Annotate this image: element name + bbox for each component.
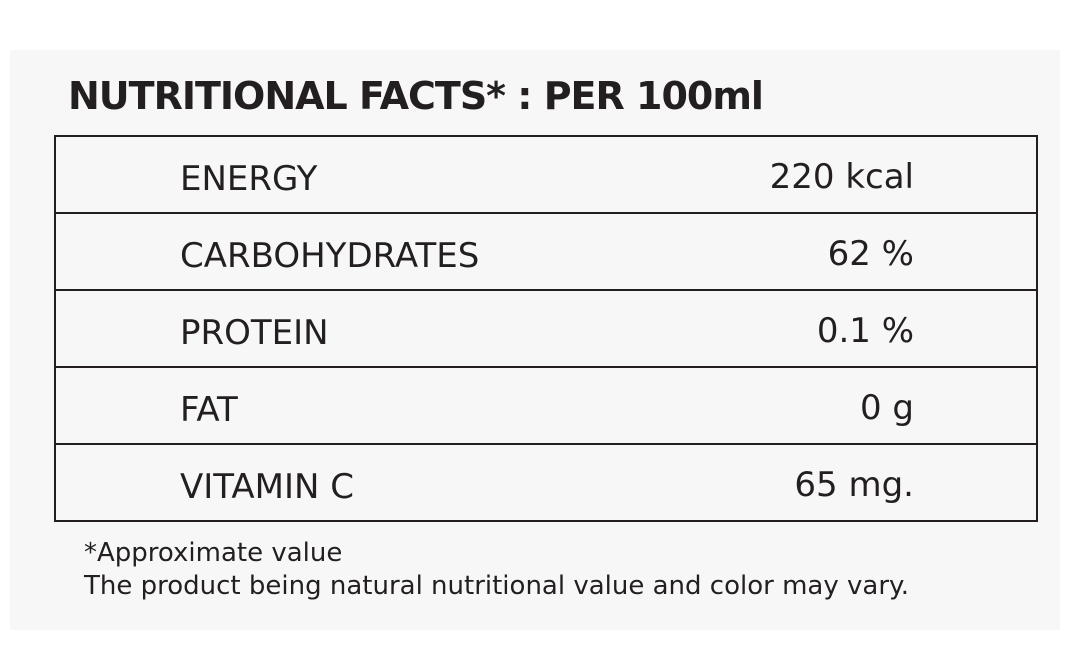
- nutrient-name: CARBOHYDRATES: [180, 236, 480, 276]
- nutrient-value: 65 mg.: [794, 465, 914, 505]
- table-row: FAT 0 g: [56, 366, 1036, 443]
- nutrient-value: 0.1 %: [816, 311, 914, 351]
- table-row: VITAMIN C 65 mg.: [56, 443, 1036, 520]
- title: NUTRITIONAL FACTS* : PER 100ml: [68, 74, 764, 118]
- panel: [10, 50, 1060, 630]
- table-row: ENERGY 220 kcal: [56, 137, 1036, 212]
- table-row: PROTEIN 0.1 %: [56, 289, 1036, 366]
- nutrient-name: VITAMIN C: [180, 467, 355, 507]
- nutrient-value: 220 kcal: [769, 157, 914, 197]
- footnote: The product being natural nutritional va…: [84, 571, 909, 601]
- nutrient-value: 62 %: [827, 234, 914, 274]
- footnote: *Approximate value: [84, 538, 343, 568]
- footnotes: *Approximate value The product being natu…: [84, 537, 909, 603]
- nutrient-value: 0 g: [859, 388, 914, 428]
- nutrition-table: ENERGY 220 kcal CARBOHYDRATES 62 % PROTEIN 0.…: [54, 135, 1038, 522]
- nutrient-name: PROTEIN: [180, 313, 329, 353]
- table-row: CARBOHYDRATES 62 %: [56, 212, 1036, 289]
- nutrient-name: ENERGY: [180, 159, 318, 199]
- nutrient-name: FAT: [180, 390, 238, 430]
